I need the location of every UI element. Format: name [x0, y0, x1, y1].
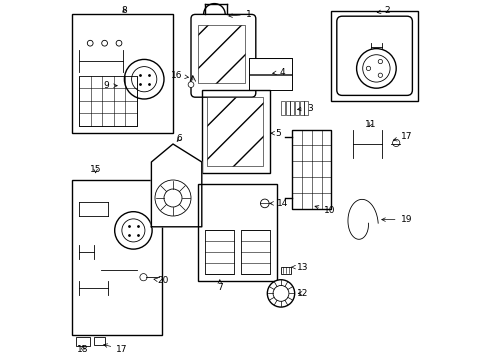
Text: 17: 17 [393, 132, 412, 141]
Circle shape [132, 67, 157, 92]
Text: 11: 11 [365, 120, 376, 129]
Circle shape [363, 55, 390, 82]
Bar [292, 130, 331, 209]
Bar [331, 11, 418, 101]
Bar [207, 97, 263, 166]
Bar [291, 101, 294, 115]
Circle shape [140, 274, 147, 281]
Circle shape [115, 212, 152, 249]
Text: 2: 2 [377, 6, 390, 15]
Circle shape [268, 280, 294, 307]
Text: 5: 5 [271, 129, 281, 138]
Circle shape [273, 285, 289, 301]
Circle shape [124, 59, 164, 99]
Bar [79, 76, 137, 126]
Bar [281, 267, 291, 274]
Circle shape [164, 189, 182, 207]
Bar [300, 101, 304, 115]
Bar [304, 101, 308, 115]
Text: 17: 17 [104, 344, 127, 354]
Bar [94, 337, 105, 345]
Bar [198, 184, 277, 281]
Circle shape [261, 199, 269, 208]
Circle shape [188, 82, 194, 87]
Bar [72, 180, 162, 335]
Text: 19: 19 [382, 215, 412, 224]
Circle shape [122, 219, 145, 242]
Circle shape [392, 139, 400, 147]
Text: 20: 20 [154, 276, 169, 285]
Circle shape [367, 66, 370, 71]
Circle shape [155, 180, 191, 216]
Bar [76, 337, 90, 346]
Text: 10: 10 [315, 206, 335, 215]
Bar [248, 58, 292, 90]
Bar [72, 14, 173, 133]
Text: 1: 1 [229, 10, 251, 19]
Bar [295, 101, 299, 115]
Circle shape [357, 49, 396, 88]
Text: 7: 7 [217, 280, 222, 292]
Bar [248, 58, 292, 90]
Bar [202, 90, 270, 173]
Polygon shape [151, 144, 202, 227]
Bar [286, 101, 290, 115]
Bar [198, 25, 245, 83]
Text: 6: 6 [176, 134, 182, 143]
Text: 14: 14 [270, 199, 289, 208]
Circle shape [378, 73, 383, 77]
Text: 13: 13 [291, 263, 308, 272]
Bar [205, 230, 234, 274]
Bar [242, 230, 270, 274]
Text: 18: 18 [77, 345, 89, 354]
Circle shape [378, 59, 383, 64]
Text: 16: 16 [171, 71, 189, 80]
Text: 9: 9 [103, 81, 117, 90]
Text: 4: 4 [272, 68, 286, 77]
Text: 3: 3 [297, 104, 313, 113]
Text: 15: 15 [90, 165, 101, 174]
Text: 12: 12 [297, 289, 308, 298]
Text: 8: 8 [122, 6, 127, 15]
Bar [281, 101, 285, 115]
